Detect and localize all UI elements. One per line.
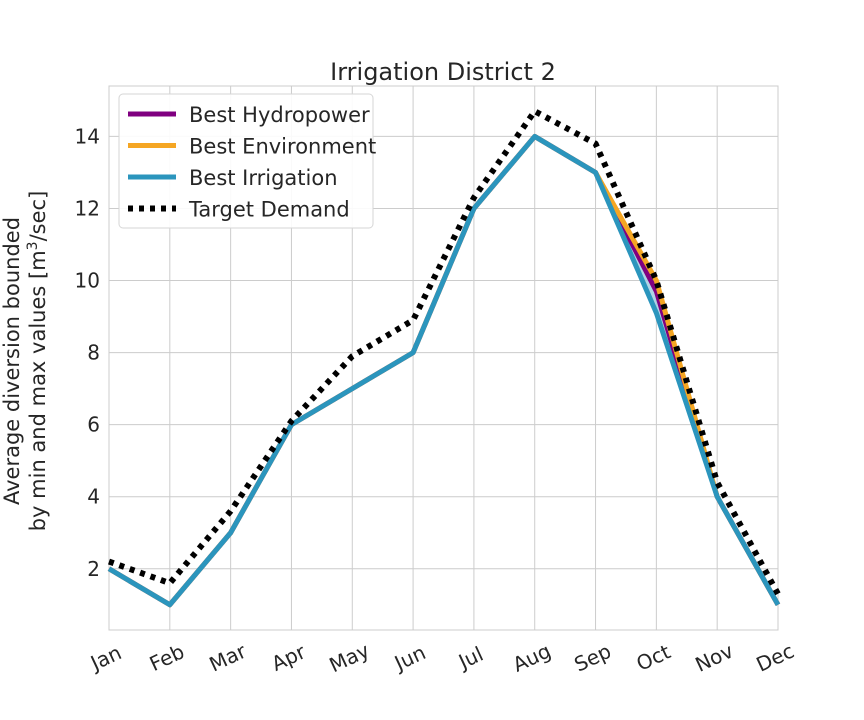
y-axis-label-prefix: by min and max values [m <box>26 250 50 531</box>
plot-frame <box>108 85 779 631</box>
x-tick-label: Nov <box>691 638 737 676</box>
x-tick-label: Apr <box>268 639 310 676</box>
y-axis-label-line2: by min and max values [m3/sec] <box>25 191 50 532</box>
series-layer <box>107 108 781 608</box>
x-tick-label: Feb <box>146 639 188 676</box>
x-tick-label: Aug <box>509 639 555 677</box>
x-tick-labels: Jan Feb Mar Apr May Jun Jul Aug Sep Oct Nov Dec <box>85 638 797 677</box>
x-tick-label: Mar <box>206 638 251 676</box>
x-tick-label: Oct <box>633 639 675 675</box>
legend: Best Hydropower Best Environment Best Irri… <box>118 93 376 229</box>
x-tick-label: Dec <box>752 639 797 677</box>
y-axis-label: Average diversion bounded by min and max… <box>0 191 50 532</box>
y-tick-label: 4 <box>87 485 100 509</box>
y-tick-label: 8 <box>87 341 100 365</box>
x-tick-label: Jul <box>453 642 487 675</box>
y-tick-labels: 2 4 6 8 10 12 14 <box>75 124 100 580</box>
chart-title: Irrigation District 2 <box>330 58 556 86</box>
x-tick-label: Sep <box>570 639 614 677</box>
series-line <box>107 133 781 608</box>
x-tick-label: Jan <box>85 640 125 676</box>
y-tick-label: 12 <box>75 196 100 220</box>
legend-box <box>118 93 374 229</box>
y-tick-label: 6 <box>87 413 100 437</box>
y-tick-label: 2 <box>87 557 100 581</box>
y-tick-label: 14 <box>75 124 100 148</box>
y-tick-label: 10 <box>75 269 100 293</box>
y-axis-label-sup: 3 <box>25 241 41 250</box>
legend-label: Best Irrigation <box>189 166 338 190</box>
y-axis-label-line1: Average diversion bounded <box>0 217 24 505</box>
series-line <box>107 108 781 596</box>
legend-label: Best Hydropower <box>189 103 370 127</box>
y-axis-label-suffix: /sec] <box>26 191 50 242</box>
legend-label: Best Environment <box>189 135 376 159</box>
x-tick-label: Jun <box>389 640 429 676</box>
legend-label: Target Demand <box>188 198 350 222</box>
x-tick-label: May <box>326 638 374 677</box>
